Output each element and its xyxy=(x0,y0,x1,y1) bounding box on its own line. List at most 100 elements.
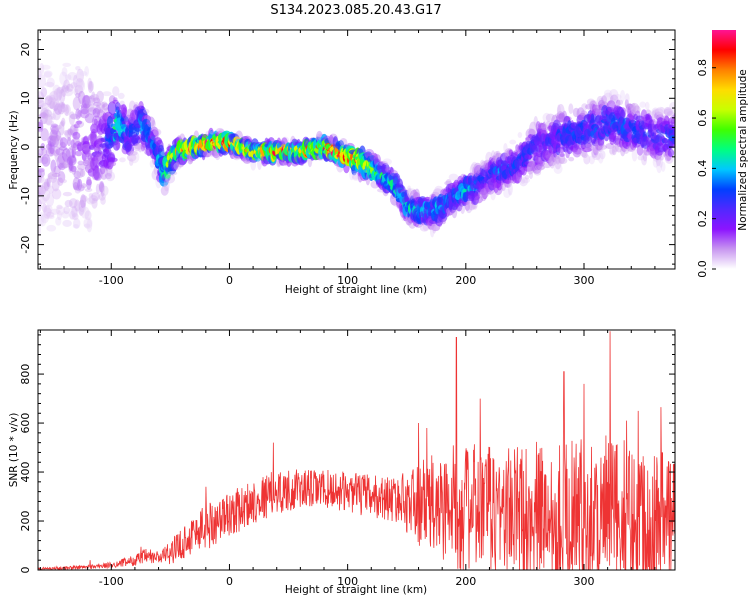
heatmap-cell xyxy=(128,100,136,112)
heatmap-cell xyxy=(99,165,106,175)
heatmap-cell xyxy=(598,152,604,164)
heatmap-cell xyxy=(52,108,61,121)
heatmap-cell xyxy=(39,97,45,108)
heatmap-cell xyxy=(431,191,440,197)
heatmap-cell xyxy=(41,147,48,156)
heatmap-cell xyxy=(38,121,42,128)
snr-frame xyxy=(37,329,676,571)
heatmap-cell xyxy=(601,95,607,104)
heatmap-cell xyxy=(545,113,555,122)
heatmap-cell xyxy=(655,106,666,116)
heatmap-cell xyxy=(52,134,60,142)
heatmap-cell xyxy=(119,157,126,163)
heatmap-cell xyxy=(64,199,73,208)
heatmap-cell xyxy=(96,101,106,109)
heatmap-cell xyxy=(464,201,470,211)
heatmap-cell xyxy=(84,66,90,77)
heatmap-cell xyxy=(90,123,99,134)
heatmap-cell xyxy=(44,81,55,87)
heatmap-cell xyxy=(490,189,496,201)
heatmap-cell xyxy=(558,157,568,165)
heatmap-cell xyxy=(66,155,77,166)
heatmap-cell xyxy=(599,150,606,160)
heatmap-cell xyxy=(49,135,58,141)
x-tick-label: 300 xyxy=(574,274,595,287)
heatmap-cell xyxy=(43,182,49,189)
heatmap-cell xyxy=(129,150,140,164)
heatmap-cell xyxy=(629,112,635,124)
heatmap-cell xyxy=(45,143,53,150)
heatmap-cell xyxy=(91,197,98,209)
heatmap-cell xyxy=(556,113,565,123)
heatmap-cell xyxy=(73,218,81,229)
heatmap-cell xyxy=(76,79,85,94)
heatmap-cell xyxy=(582,147,592,153)
heatmap-cell xyxy=(51,172,61,178)
heatmap-cell xyxy=(100,196,106,205)
heatmap-cell xyxy=(63,206,70,215)
x-tick-label: 0 xyxy=(226,575,233,588)
heatmap-cell xyxy=(69,210,76,220)
heatmap-cell xyxy=(91,93,100,101)
heatmap-cell xyxy=(38,91,45,104)
heatmap-cell xyxy=(537,165,546,170)
heatmap-cell xyxy=(72,224,80,229)
heatmap-cell xyxy=(406,185,412,197)
heatmap-cell xyxy=(603,89,612,98)
heatmap-cell xyxy=(49,124,60,133)
heatmap-cell xyxy=(102,185,109,196)
heatmap-cell xyxy=(99,182,104,194)
heatmap-cell xyxy=(86,176,92,190)
heatmap-cell xyxy=(658,157,664,168)
heatmap-cell xyxy=(81,195,88,202)
heatmap-cell xyxy=(102,91,112,97)
heatmap-cell xyxy=(86,219,93,233)
heatmap-cell xyxy=(66,128,72,142)
heatmap-cell xyxy=(96,151,104,162)
heatmap-cell xyxy=(74,188,81,194)
heatmap-cell xyxy=(57,102,66,115)
heatmap-cell xyxy=(68,205,79,220)
y-tick-label: 20 xyxy=(19,43,32,57)
heatmap-cell xyxy=(93,118,98,126)
heatmap-cell xyxy=(75,92,81,98)
heatmap-cell xyxy=(67,128,74,136)
heatmap-cell xyxy=(70,82,78,89)
heatmap-cell xyxy=(663,108,674,116)
heatmap-cell xyxy=(95,183,101,195)
heatmap-cell xyxy=(556,104,561,118)
heatmap-cell xyxy=(100,183,105,197)
heatmap-cell xyxy=(517,132,523,139)
heatmap-cell xyxy=(55,135,64,149)
heatmap-cell xyxy=(672,127,675,137)
heatmap-cell xyxy=(52,101,59,112)
heatmap-cell xyxy=(642,148,648,162)
spectrogram-y-ticks: -20 -10 0 10 20 xyxy=(19,29,675,265)
heatmap-cell xyxy=(107,101,117,115)
heatmap-cell xyxy=(76,120,83,125)
heatmap-cell xyxy=(652,109,660,117)
heatmap-cell xyxy=(46,77,55,88)
heatmap-cell xyxy=(58,146,68,151)
heatmap-cell xyxy=(45,147,56,157)
heatmap-cell xyxy=(84,210,92,221)
heatmap-cell xyxy=(107,157,118,163)
heatmap-cell xyxy=(44,95,53,106)
heatmap-cell xyxy=(93,101,102,107)
heatmap-cell xyxy=(61,117,66,127)
heatmap-cell xyxy=(49,90,60,102)
heatmap-cell xyxy=(40,156,49,165)
heatmap-cell xyxy=(50,113,56,121)
heatmap-cell xyxy=(617,99,624,106)
heatmap-cell xyxy=(38,168,45,178)
heatmap-cell xyxy=(49,135,59,148)
heatmap-cell xyxy=(67,129,73,136)
snr-x-ticks: -100 0 100 200 300 xyxy=(39,330,656,588)
x-tick-label: 100 xyxy=(337,575,358,588)
heatmap-cell xyxy=(520,178,526,184)
heatmap-cell xyxy=(78,199,86,213)
heatmap-cell xyxy=(540,123,548,131)
heatmap-cell xyxy=(108,161,117,167)
colorbar-label: Normalized spectral amplitude xyxy=(737,69,749,230)
spectrogram-x-ticks: -100 0 100 200 300 xyxy=(39,30,656,287)
